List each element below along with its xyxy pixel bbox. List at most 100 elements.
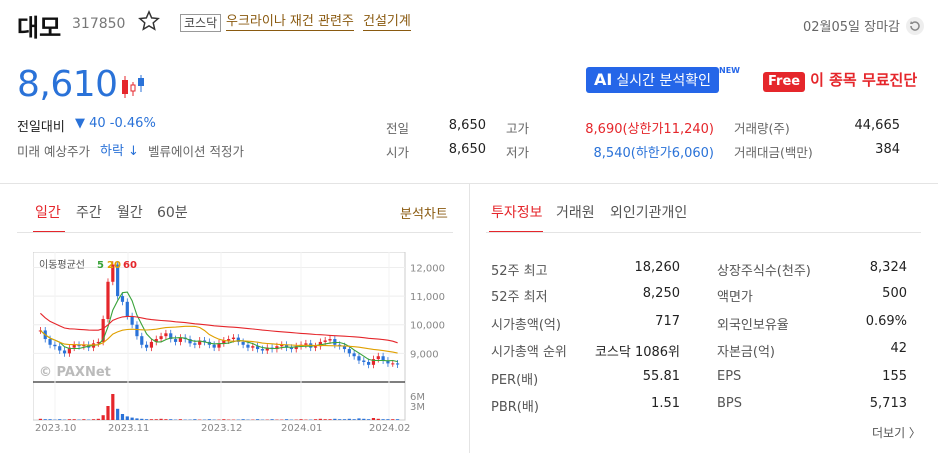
candle-body xyxy=(217,343,221,348)
info-label: EPS xyxy=(717,369,742,384)
amount-label: 거래대금(백만) xyxy=(734,145,813,160)
candle-body xyxy=(241,341,245,345)
stock-code: 317850 xyxy=(72,16,126,32)
candle-body xyxy=(251,346,255,348)
info-label: 52주 최고 xyxy=(491,264,548,279)
candle-body xyxy=(67,347,71,354)
ma-legend-item: 5 xyxy=(97,260,104,271)
ma-line-5 xyxy=(40,291,398,363)
candle-body xyxy=(111,264,115,282)
candle-body xyxy=(202,340,207,342)
tab-investment-info[interactable]: 투자정보 xyxy=(491,205,543,221)
ma-legend-title: 이동평균선 xyxy=(39,259,85,271)
volume-bar xyxy=(43,419,47,420)
volume-bar xyxy=(284,419,289,420)
volume-bar xyxy=(140,418,144,420)
candle-body xyxy=(222,340,226,344)
refresh-icon[interactable] xyxy=(906,17,924,35)
info-value: 5,713 xyxy=(869,396,907,411)
volume-bar xyxy=(67,419,71,420)
info-label: 외국인보유율 xyxy=(717,318,789,333)
prev-close-label: 전일 xyxy=(386,121,410,136)
volume-bar xyxy=(391,419,395,420)
tab-brokers[interactable]: 거래원 xyxy=(556,205,595,221)
volume-bar xyxy=(58,419,62,420)
ma-legend-item: 60 xyxy=(123,260,137,271)
volume-bar xyxy=(338,419,342,420)
divider xyxy=(0,183,938,184)
volume-bar xyxy=(101,415,105,420)
tab-weekly[interactable]: 주간 xyxy=(76,205,102,221)
volume-bar xyxy=(367,419,371,420)
free-pill: Free xyxy=(763,72,806,92)
candle-body xyxy=(173,339,178,342)
tab-60min[interactable]: 60분 xyxy=(157,205,188,221)
candle-body xyxy=(125,301,129,317)
high-value: 8,690(상한가11,240) xyxy=(585,122,714,137)
ai-analysis-button[interactable]: AI 실시간 분석확인 xyxy=(586,67,719,93)
candle-body xyxy=(391,363,395,365)
candle-body xyxy=(265,347,269,351)
volume-bar xyxy=(207,419,211,420)
candle-body xyxy=(328,339,332,341)
market-status: 02월05일 장마감 xyxy=(803,20,901,35)
info-label: 액면가 xyxy=(717,290,753,305)
candle-body xyxy=(260,349,265,351)
volume-bar xyxy=(270,419,274,420)
change-value: ▼ 40 -0.46% xyxy=(75,116,156,131)
candlestick-icon[interactable] xyxy=(119,72,149,102)
candle-body xyxy=(294,346,298,350)
volume-bar xyxy=(381,419,385,420)
star-icon[interactable] xyxy=(138,10,160,32)
info-value: 8,250 xyxy=(642,286,680,301)
stock-name: 대모 xyxy=(17,14,62,42)
more-link[interactable]: 더보기 〉 xyxy=(872,426,921,440)
valuation-link[interactable]: 벨류에이션 적정가 xyxy=(148,144,244,159)
volume-bar xyxy=(111,394,115,420)
volume-bar xyxy=(178,419,182,420)
candle-body xyxy=(193,343,197,345)
info-label: BPS xyxy=(717,396,743,411)
info-label: 52주 최저 xyxy=(491,290,548,305)
volume-bar xyxy=(149,419,154,420)
free-diagnosis-button[interactable]: Free 이 종목 무료진단 xyxy=(763,67,917,93)
volume-bar xyxy=(328,419,332,420)
theme-link-construction[interactable]: 건설기계 xyxy=(363,14,411,31)
ai-prefix: AI xyxy=(594,70,613,89)
candle-body xyxy=(96,341,100,344)
candle-body xyxy=(58,346,62,351)
analysis-chart-link[interactable]: 분석차트 xyxy=(400,207,448,222)
volume-label: 거래량(주) xyxy=(734,121,790,136)
volume-bar xyxy=(313,419,318,420)
prev-close-value: 8,650 xyxy=(448,118,486,133)
tab-monthly[interactable]: 월간 xyxy=(117,205,143,221)
info-label: 시가총액(억) xyxy=(491,318,561,333)
candle-body xyxy=(77,344,81,347)
y-tick-label: 10,000 xyxy=(410,321,445,332)
forecast-link[interactable]: 하락 ↓ xyxy=(100,144,139,159)
tab-investor-trends[interactable]: 외인기관개인 xyxy=(610,205,688,221)
candle-body xyxy=(342,346,347,350)
divider xyxy=(486,232,921,233)
candle-body xyxy=(154,339,158,342)
theme-link-ukraine[interactable]: 우크라이나 재건 관련주 xyxy=(226,14,354,31)
info-label: PBR(배) xyxy=(491,400,539,415)
tab-daily[interactable]: 일간 xyxy=(35,205,61,221)
high-label: 고가 xyxy=(506,121,530,136)
candle-body xyxy=(256,346,260,350)
ma-line-20 xyxy=(40,325,398,354)
candle-body xyxy=(178,337,182,342)
volume-bar xyxy=(342,419,347,420)
volume-bar xyxy=(241,419,245,420)
x-tick-label: 2023.12 xyxy=(201,423,242,434)
candle-body xyxy=(333,339,337,345)
divider xyxy=(469,184,470,453)
volume-bar xyxy=(395,419,400,420)
candle-body xyxy=(381,356,385,361)
info-label: PER(배) xyxy=(491,373,539,388)
volume-bar xyxy=(72,419,76,420)
current-price: 8,610 xyxy=(17,64,118,105)
volume-bar xyxy=(130,417,134,420)
candle-body xyxy=(231,337,236,340)
